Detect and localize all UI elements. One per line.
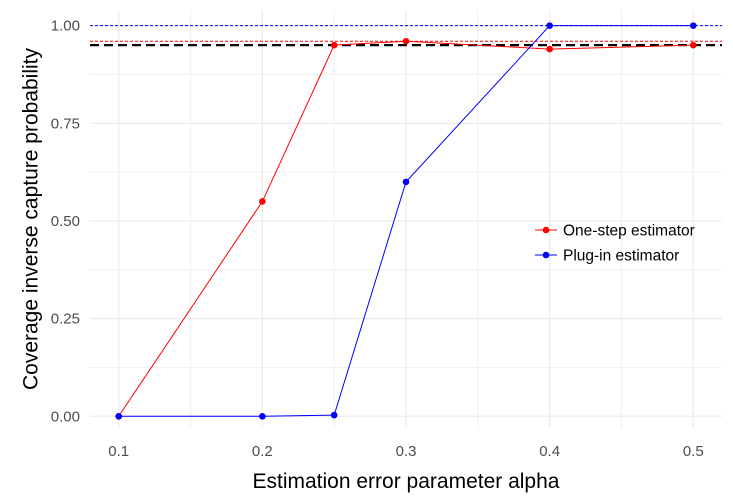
series-point-1 bbox=[546, 22, 553, 29]
x-tick-label: 0.5 bbox=[683, 443, 704, 460]
series-point-1 bbox=[115, 412, 123, 420]
series-point-1 bbox=[330, 411, 338, 419]
legend-key-point bbox=[542, 251, 550, 259]
series-point-1 bbox=[402, 178, 410, 186]
legend-label: One-step estimator bbox=[563, 223, 695, 240]
series-point-1 bbox=[259, 412, 266, 420]
series-point-1 bbox=[689, 22, 697, 29]
y-tick-label: 1.00 bbox=[51, 18, 80, 35]
series-points bbox=[115, 22, 697, 420]
series-point-0 bbox=[546, 45, 553, 53]
series-point-0 bbox=[259, 198, 266, 205]
legend: One-step estimator Plug-in estimator bbox=[535, 223, 695, 265]
series-lines bbox=[118, 25, 694, 417]
x-tick-label: 0.3 bbox=[396, 443, 417, 460]
x-axis-title: Estimation error parameter alpha bbox=[253, 470, 560, 493]
gridlines bbox=[90, 10, 722, 428]
x-tick-label: 0.4 bbox=[539, 443, 560, 460]
legend-label: Plug-in estimator bbox=[563, 248, 679, 265]
x-tick-label: 0.1 bbox=[108, 443, 129, 460]
series-point-0 bbox=[330, 41, 338, 49]
y-axis-ticks: 0.00 0.25 0.50 0.75 1.00 bbox=[51, 18, 80, 426]
legend-key-point bbox=[542, 226, 550, 234]
x-axis-ticks: 0.1 0.2 0.3 0.4 0.5 bbox=[108, 443, 703, 460]
series-point-0 bbox=[689, 41, 697, 49]
y-tick-label: 0.75 bbox=[51, 115, 80, 132]
y-tick-label: 0.25 bbox=[51, 311, 80, 328]
series-line-0 bbox=[118, 40, 694, 417]
y-tick-label: 0.00 bbox=[51, 408, 80, 425]
series-point-0 bbox=[402, 37, 410, 45]
x-tick-label: 0.2 bbox=[252, 443, 273, 460]
y-tick-label: 0.50 bbox=[51, 213, 80, 230]
series-line-1 bbox=[118, 25, 694, 417]
y-axis-title: Coverage inverse capture probability bbox=[19, 47, 42, 390]
